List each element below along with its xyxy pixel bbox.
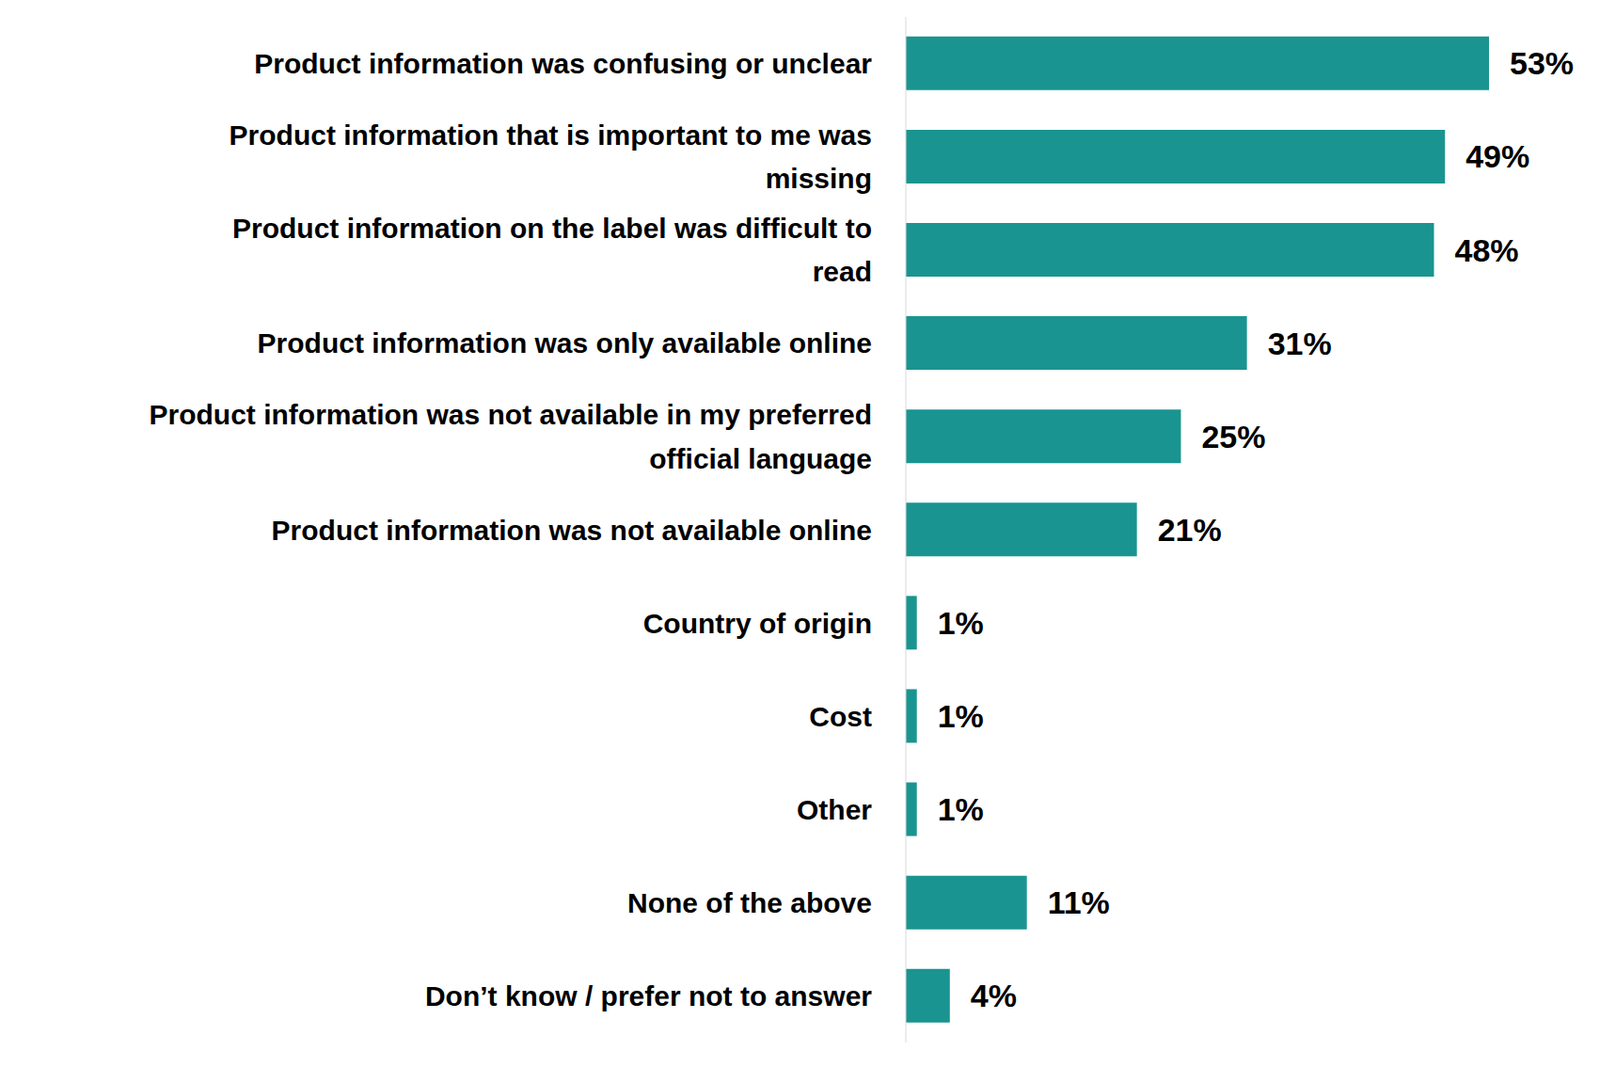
svg-text:4%: 4%	[970, 977, 1017, 1014]
svg-text:Country of origin: Country of origin	[643, 607, 872, 639]
svg-text:21%: 21%	[1157, 511, 1222, 548]
svg-text:None of the above: None of the above	[627, 887, 872, 919]
svg-text:53%: 53%	[1509, 45, 1574, 81]
svg-text:31%: 31%	[1267, 325, 1332, 362]
svg-text:1%: 1%	[937, 604, 984, 641]
svg-text:Product information was not av: Product information was not available in…	[148, 398, 872, 475]
svg-text:Product information was confus: Product information was confusing or unc…	[253, 47, 872, 80]
svg-text:25%: 25%	[1201, 418, 1266, 455]
svg-text:Product information was only a: Product information was only available o…	[257, 327, 872, 359]
svg-text:Product information was not av: Product information was not available on…	[271, 514, 872, 546]
svg-text:1%: 1%	[937, 791, 984, 827]
svg-text:49%: 49%	[1465, 138, 1530, 175]
svg-text:11%: 11%	[1047, 884, 1110, 920]
svg-text:Other: Other	[796, 793, 872, 825]
svg-text:Product information on the lab: Product information on the label was dif…	[232, 212, 872, 288]
svg-text:Product information that is im: Product information that is important to…	[229, 119, 872, 195]
svg-text:1%: 1%	[937, 697, 984, 734]
svg-text:Don’t know / prefer not to ans: Don’t know / prefer not to answer	[425, 980, 872, 1012]
svg-text:Cost: Cost	[808, 700, 872, 732]
svg-text:48%: 48%	[1455, 232, 1520, 269]
